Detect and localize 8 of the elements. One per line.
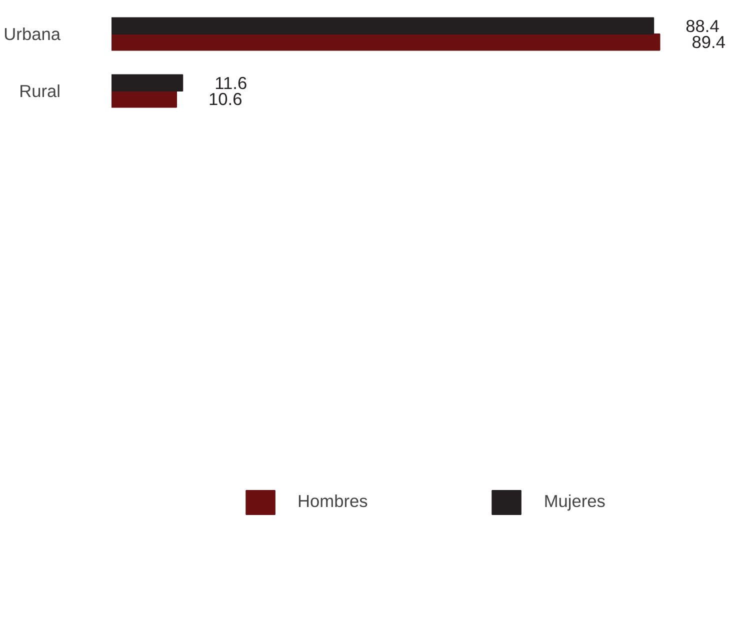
bar <box>112 17 654 34</box>
y-tick-label: Rural <box>19 81 61 101</box>
bar <box>112 74 184 92</box>
y-tick-label: Urbana <box>4 24 61 44</box>
legend-label: Hombres <box>298 491 368 512</box>
bar <box>112 90 178 108</box>
bar <box>112 34 660 51</box>
legend-label: Mujeres <box>544 491 606 512</box>
